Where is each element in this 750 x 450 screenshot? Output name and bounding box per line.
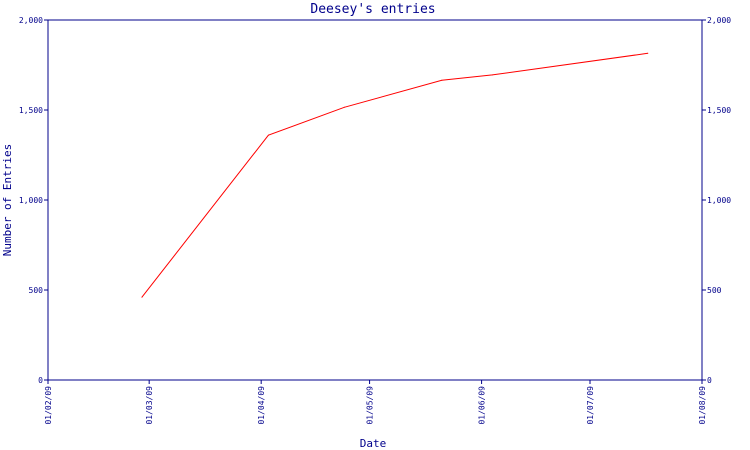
data-point bbox=[141, 296, 143, 298]
data-point bbox=[267, 134, 269, 136]
y-tick-label-right: 2,000 bbox=[707, 16, 731, 25]
x-tick-label: 01/02/09 bbox=[44, 386, 53, 425]
chart-title: Deesey's entries bbox=[310, 2, 435, 17]
series-layer bbox=[141, 52, 649, 298]
series-line bbox=[141, 52, 648, 298]
y-tick-label-left: 1,000 bbox=[19, 196, 43, 205]
x-axis-label: Date bbox=[360, 437, 387, 450]
y-axis-label: Number of Entries bbox=[1, 144, 14, 257]
x-tick-label: 01/04/09 bbox=[257, 386, 266, 425]
x-tick-label: 01/03/09 bbox=[145, 386, 154, 425]
x-tick-label: 01/05/09 bbox=[366, 386, 375, 425]
x-tick-label: 01/06/09 bbox=[478, 386, 487, 425]
y-tick-label-left: 1,500 bbox=[19, 106, 43, 115]
x-tick-label: 01/08/09 bbox=[698, 386, 707, 425]
x-tick-label: 01/07/09 bbox=[586, 386, 595, 425]
plot-area-frame bbox=[47, 19, 703, 381]
y-tick-label-right: 500 bbox=[707, 286, 722, 295]
data-point bbox=[491, 74, 493, 76]
y-tick-label-left: 500 bbox=[29, 286, 44, 295]
y-tick-label-right: 0 bbox=[707, 376, 712, 385]
axis-ticks: 01/02/09 01/03/09 01/04/09 01/05/09 01/06/09… bbox=[19, 16, 731, 425]
y-tick-label-right: 1,500 bbox=[707, 106, 731, 115]
y-tick-label-left: 2,000 bbox=[19, 16, 43, 25]
y-tick-label-left: 0 bbox=[38, 376, 43, 385]
data-point bbox=[647, 52, 649, 54]
data-point bbox=[441, 79, 443, 81]
data-point bbox=[343, 106, 345, 108]
y-tick-label-right: 1,000 bbox=[707, 196, 731, 205]
